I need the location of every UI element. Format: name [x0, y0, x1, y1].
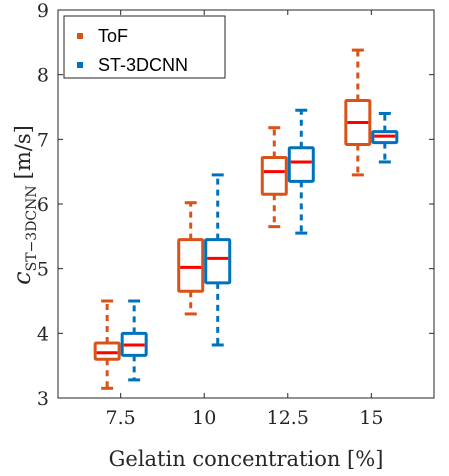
legend-label-tof: ToF [98, 26, 128, 46]
box-body [204, 238, 232, 285]
legend: ToF ST-3DCNN [63, 15, 226, 79]
y-tick-label: 7 [37, 129, 49, 151]
box-st3dcnn-12.5 [287, 108, 315, 235]
box-body [120, 331, 148, 357]
x-tick-label: 7.5 [106, 407, 136, 429]
box-body [177, 238, 205, 293]
y-axis-label-subscript: ST−3DCNN [24, 185, 40, 271]
y-tick-label: 4 [37, 323, 49, 345]
x-tick-label: 12.5 [267, 407, 309, 429]
box-st3dcnn-7.5 [120, 299, 148, 382]
y-tick-label: 9 [37, 0, 49, 22]
legend-box [63, 15, 226, 79]
y-tick-label: 3 [37, 388, 49, 410]
y-axis-label-unit: [m/s] [11, 125, 35, 179]
box-tof-15 [344, 48, 372, 177]
x-tick-label: 15 [359, 407, 383, 429]
legend-label-st3dcnn: ST-3DCNN [98, 55, 188, 75]
box-tof-10 [177, 201, 205, 316]
y-axis-label-symbol: c [8, 271, 36, 284]
y-tick-label: 5 [37, 259, 49, 281]
box-tof-12.5 [260, 126, 288, 229]
box-body [260, 155, 288, 196]
box-body [287, 146, 315, 183]
box-st3dcnn-15 [371, 111, 399, 164]
x-tick-label: 10 [192, 407, 216, 429]
box-st3dcnn-10 [204, 173, 232, 347]
box-body [93, 341, 121, 361]
legend-swatch-st3dcnn [77, 62, 83, 68]
box-body [371, 130, 399, 145]
legend-swatch-tof [77, 33, 83, 39]
y-tick-label: 8 [37, 65, 49, 87]
y-tick-label: 6 [37, 194, 49, 216]
y-axis-label: cST−3DCNN [m/s] [8, 125, 40, 285]
box-body [344, 99, 372, 147]
box-tof-7.5 [93, 299, 121, 390]
x-axis-label: Gelatin concentration [%] [109, 447, 384, 471]
